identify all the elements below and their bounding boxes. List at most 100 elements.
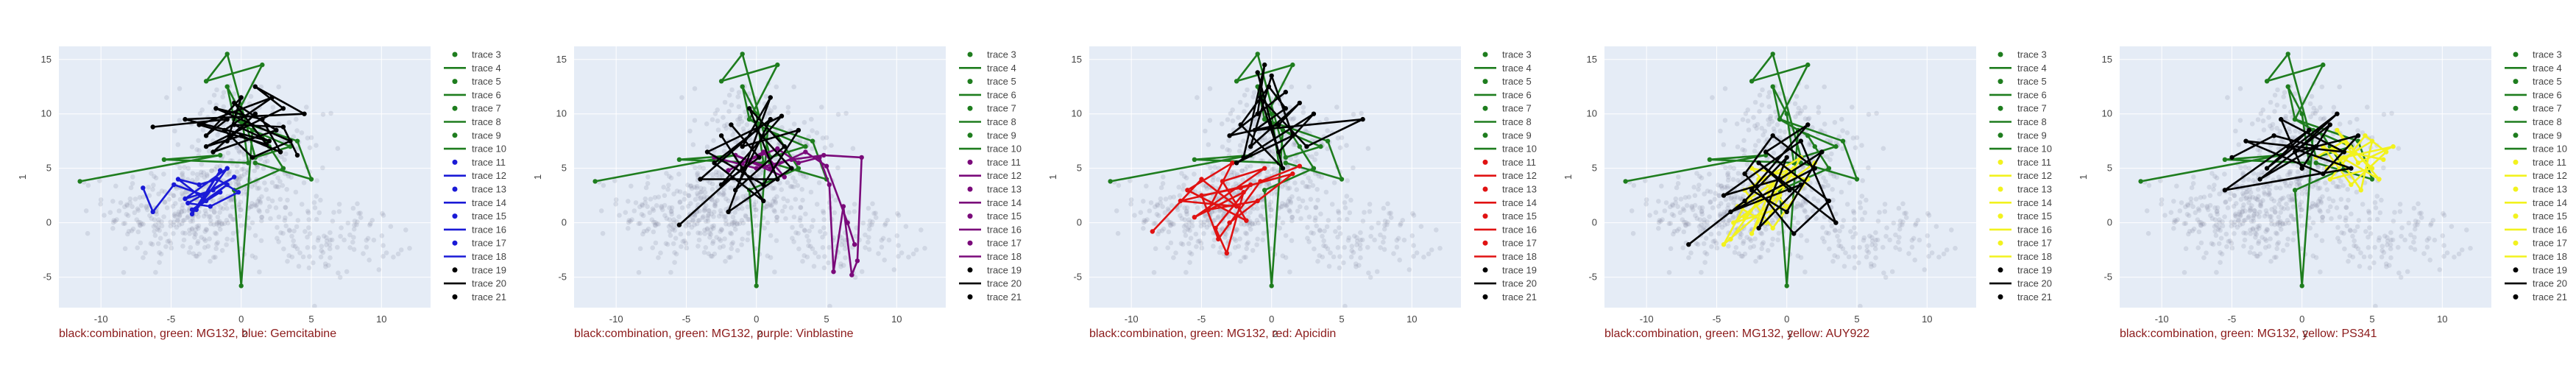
background-point xyxy=(174,224,180,230)
background-point xyxy=(1792,225,1797,231)
background-point xyxy=(223,201,228,207)
background-point xyxy=(1858,205,1864,210)
background-point xyxy=(2237,212,2243,218)
background-point xyxy=(2274,230,2279,236)
background-point xyxy=(1850,135,1856,141)
background-point xyxy=(698,196,703,202)
background-point xyxy=(736,121,741,127)
background-point xyxy=(2456,251,2462,257)
background-point xyxy=(216,220,222,225)
background-point xyxy=(2310,253,2316,259)
background-point xyxy=(1171,222,1176,227)
background-point xyxy=(1670,203,1676,208)
background-point xyxy=(1727,165,1733,170)
background-point xyxy=(1806,116,1812,121)
y-tick-label: 5 xyxy=(562,163,567,174)
background-point xyxy=(712,111,718,116)
background-point xyxy=(1195,205,1200,210)
data-layer xyxy=(2138,52,2473,308)
background-point xyxy=(1653,210,1659,216)
background-point xyxy=(885,218,891,223)
series-point xyxy=(1227,133,1232,138)
background-point xyxy=(668,209,674,215)
background-point xyxy=(130,204,135,210)
background-point xyxy=(686,193,691,198)
background-point xyxy=(312,303,317,308)
legend-label: trace 7 xyxy=(472,103,501,114)
background-point xyxy=(2183,246,2189,252)
series-point xyxy=(1819,149,1825,155)
background-point xyxy=(1303,184,1309,189)
background-point xyxy=(1264,169,1270,174)
background-point xyxy=(2354,116,2360,122)
background-point xyxy=(688,183,694,188)
background-point xyxy=(1722,209,1727,215)
background-point xyxy=(1358,255,1363,261)
legend-label: trace 11 xyxy=(472,157,506,168)
background-point xyxy=(1933,224,1939,230)
background-point xyxy=(673,251,679,257)
series-point xyxy=(215,177,220,182)
background-point xyxy=(135,229,141,235)
background-point xyxy=(179,209,184,215)
background-point xyxy=(2321,116,2326,122)
legend-label: trace 4 xyxy=(2533,63,2562,74)
background-point xyxy=(1185,227,1191,232)
background-point xyxy=(1853,145,1858,150)
background-point xyxy=(1691,185,1696,190)
legend-label: trace 12 xyxy=(987,170,1022,181)
legend-dot-swatch xyxy=(967,213,973,219)
background-point xyxy=(1668,246,1674,252)
background-point xyxy=(673,236,679,241)
legend-dot-swatch xyxy=(2513,240,2519,246)
background-point xyxy=(765,201,770,206)
series-point xyxy=(1749,79,1755,84)
background-point xyxy=(739,242,744,247)
background-point xyxy=(1896,205,1902,211)
background-point xyxy=(2224,244,2229,250)
background-point xyxy=(1686,255,1691,261)
background-point xyxy=(113,219,118,224)
background-point xyxy=(643,196,648,202)
background-point xyxy=(1176,185,1181,190)
background-point xyxy=(1914,221,1919,227)
background-point xyxy=(1725,172,1730,177)
background-point xyxy=(2412,227,2418,232)
background-point xyxy=(1774,213,1779,219)
background-point xyxy=(279,154,284,160)
background-point xyxy=(2437,267,2443,272)
background-point xyxy=(324,238,330,244)
background-point xyxy=(746,217,752,222)
background-point xyxy=(2159,197,2165,202)
background-point xyxy=(1292,180,1298,185)
background-point xyxy=(2388,230,2393,236)
background-point xyxy=(364,238,369,243)
background-point xyxy=(2237,86,2243,91)
background-point xyxy=(2333,184,2339,189)
background-point xyxy=(951,213,956,219)
background-point xyxy=(1730,215,1735,221)
background-point xyxy=(1689,205,1695,210)
series-point xyxy=(817,155,822,160)
background-point xyxy=(1699,269,1704,275)
background-point xyxy=(2315,164,2321,169)
series-line xyxy=(2223,113,2360,191)
background-point xyxy=(1771,150,1777,156)
background-point xyxy=(692,222,697,227)
background-point xyxy=(739,118,745,124)
background-point xyxy=(653,220,658,225)
background-point xyxy=(1301,110,1306,116)
background-point xyxy=(1674,185,1680,191)
background-point xyxy=(1217,250,1222,255)
background-point xyxy=(790,224,795,230)
series-point xyxy=(274,127,279,133)
background-point xyxy=(637,319,643,324)
background-point xyxy=(690,218,696,224)
background-point xyxy=(1716,222,1722,227)
background-point xyxy=(669,211,674,217)
background-point xyxy=(693,197,698,202)
background-point xyxy=(1697,205,1702,210)
background-point xyxy=(1682,222,1688,227)
background-point xyxy=(2218,260,2223,265)
background-point xyxy=(1776,230,1782,236)
